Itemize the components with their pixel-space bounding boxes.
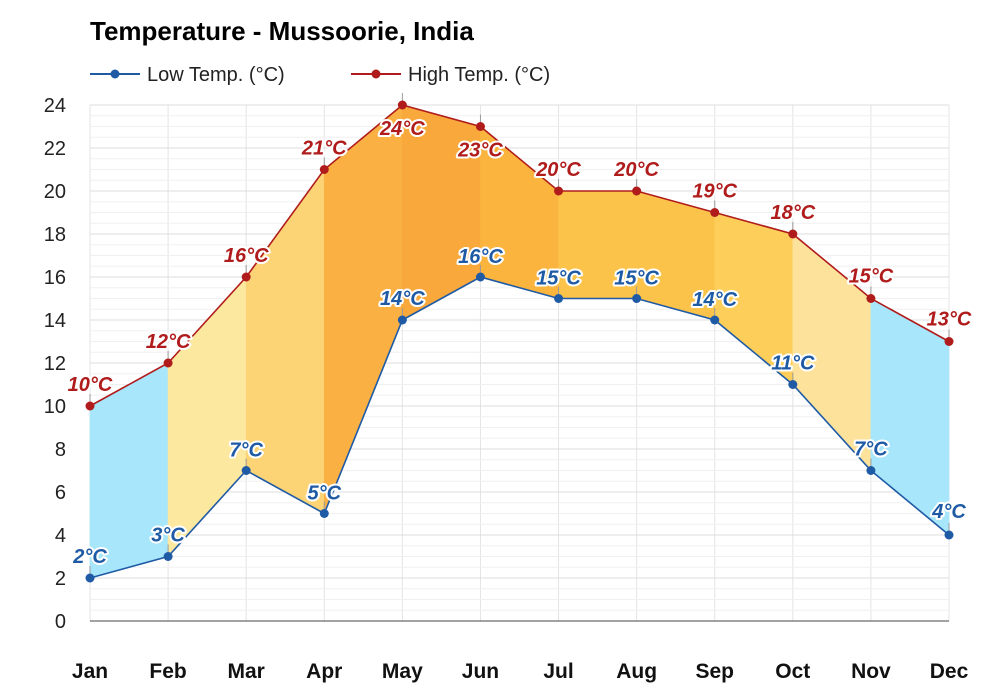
high-label-dec: 13°C bbox=[927, 309, 972, 331]
low-label-jun: 16°C bbox=[458, 246, 503, 268]
legend-high-marker bbox=[371, 69, 381, 79]
low-label-nov: 7°C bbox=[854, 439, 888, 461]
high-point-jun[interactable] bbox=[475, 122, 485, 131]
y-tick-label: 4 bbox=[55, 525, 66, 547]
x-tick-label: Jan bbox=[72, 660, 108, 683]
high-point-may[interactable] bbox=[397, 100, 407, 110]
high-label-jan: 10°C bbox=[68, 374, 113, 396]
high-label-nov: 15°C bbox=[849, 266, 894, 288]
high-label-sep: 19°C bbox=[692, 181, 737, 203]
high-point-aug[interactable] bbox=[632, 186, 642, 196]
low-label-may: 14°C bbox=[380, 288, 425, 310]
x-tick-label: Nov bbox=[851, 660, 891, 683]
y-tick-label: 2 bbox=[55, 568, 66, 590]
data-labels: 2°C 3°C 7°C 5°C 14°C 16°C 15°C 15°C 14°C 11°C 7°C 4… bbox=[66, 116, 974, 570]
high-label-apr: 21°C bbox=[301, 138, 347, 160]
low-point-mar[interactable] bbox=[241, 466, 251, 475]
y-tick-label: 18 bbox=[44, 224, 66, 246]
x-tick-label: Sep bbox=[695, 660, 734, 683]
low-point-jun[interactable] bbox=[475, 272, 485, 282]
y-tick-label: 10 bbox=[44, 396, 66, 418]
high-point-mar[interactable] bbox=[241, 272, 251, 282]
low-temp-line bbox=[89, 276, 950, 579]
low-label-jul: 15°C bbox=[536, 268, 581, 290]
x-tick-label: Mar bbox=[228, 660, 265, 683]
y-tick-label: 22 bbox=[44, 138, 66, 160]
low-label-sep: 14°C bbox=[692, 289, 737, 311]
low-point-oct[interactable] bbox=[788, 380, 798, 389]
high-point-apr[interactable] bbox=[319, 165, 329, 174]
legend: Low Temp. (°C) High Temp. (°C) bbox=[90, 64, 550, 86]
low-label-mar: 7°C bbox=[229, 440, 263, 462]
x-tick-label: Aug bbox=[616, 660, 657, 683]
low-point-jan[interactable] bbox=[85, 573, 95, 583]
low-point-nov[interactable] bbox=[866, 466, 876, 475]
low-label-apr: 5°C bbox=[307, 483, 341, 505]
high-point-oct[interactable] bbox=[788, 229, 798, 239]
y-tick-label: 16 bbox=[44, 267, 66, 289]
range-band-mar bbox=[245, 168, 325, 515]
x-axis: Jan Feb Mar Apr May Jun Jul Aug Sep Oct Nov Dec bbox=[72, 660, 969, 683]
low-point-feb[interactable] bbox=[163, 552, 173, 561]
range-band-nov bbox=[870, 297, 950, 536]
low-point-apr[interactable] bbox=[319, 509, 329, 518]
low-label-dec: 4°C bbox=[931, 501, 966, 523]
high-label-may: 24°C bbox=[379, 118, 425, 140]
range-bands bbox=[89, 104, 950, 579]
y-tick-label: 6 bbox=[55, 482, 66, 504]
legend-item-high[interactable]: High Temp. (°C) bbox=[351, 64, 550, 86]
high-point-feb[interactable] bbox=[163, 358, 173, 368]
high-label-jul: 20°C bbox=[535, 159, 581, 181]
low-label-feb: 3°C bbox=[151, 525, 185, 547]
high-label-aug: 20°C bbox=[613, 159, 659, 181]
series-markers bbox=[85, 93, 954, 583]
high-point-sep[interactable] bbox=[710, 208, 720, 217]
legend-high-label: High Temp. (°C) bbox=[408, 64, 550, 86]
high-label-feb: 12°C bbox=[146, 331, 191, 353]
x-tick-label: Oct bbox=[775, 660, 810, 683]
y-tick-label: 8 bbox=[55, 439, 66, 461]
chart-title: Temperature - Mussoorie, India bbox=[90, 16, 474, 46]
x-tick-label: Jul bbox=[543, 660, 573, 683]
high-label-oct: 18°C bbox=[770, 202, 815, 224]
low-point-sep[interactable] bbox=[710, 315, 720, 325]
high-label-jun: 23°C bbox=[457, 140, 503, 162]
x-tick-label: Feb bbox=[149, 660, 186, 683]
legend-low-label: Low Temp. (°C) bbox=[147, 64, 285, 86]
low-point-jul[interactable] bbox=[554, 294, 564, 303]
high-point-dec[interactable] bbox=[944, 337, 954, 346]
high-label-mar: 16°C bbox=[224, 245, 269, 267]
low-label-aug: 15°C bbox=[614, 268, 659, 290]
y-tick-label: 20 bbox=[44, 181, 66, 203]
high-point-jul[interactable] bbox=[554, 186, 564, 196]
series-lines bbox=[89, 104, 950, 579]
low-point-may[interactable] bbox=[397, 315, 407, 325]
y-tick-label: 12 bbox=[44, 353, 66, 375]
low-label-oct: 11°C bbox=[771, 353, 815, 375]
x-tick-label: Jun bbox=[462, 660, 499, 683]
high-point-jan[interactable] bbox=[85, 401, 95, 411]
x-tick-label: Dec bbox=[930, 660, 969, 683]
y-tick-label: 24 bbox=[44, 95, 66, 117]
legend-low-marker bbox=[110, 69, 120, 79]
x-tick-label: May bbox=[382, 660, 423, 683]
y-tick-label: 0 bbox=[55, 611, 66, 633]
low-label-jan: 2°C bbox=[72, 546, 107, 568]
high-temp-line bbox=[89, 104, 950, 407]
low-point-dec[interactable] bbox=[944, 530, 954, 540]
y-tick-label: 14 bbox=[44, 310, 66, 332]
legend-item-low[interactable]: Low Temp. (°C) bbox=[90, 64, 285, 86]
high-point-nov[interactable] bbox=[866, 294, 876, 303]
x-tick-label: Apr bbox=[306, 660, 342, 683]
low-point-aug[interactable] bbox=[632, 294, 642, 303]
